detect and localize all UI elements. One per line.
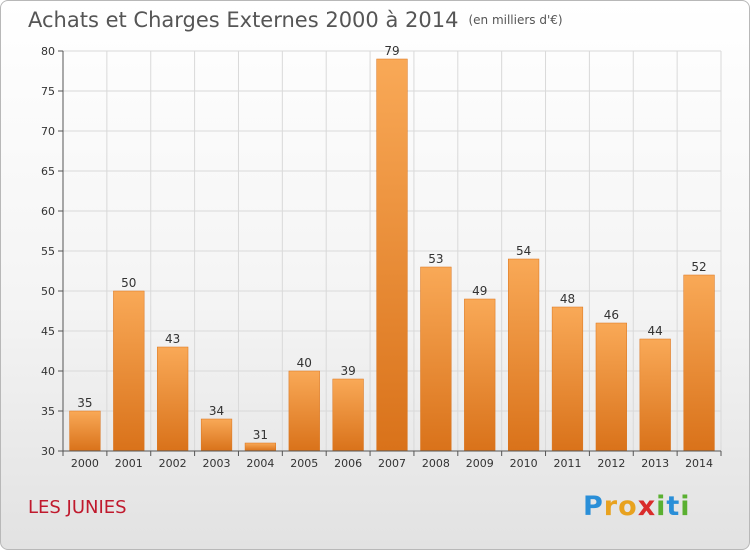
y-tick-label: 60 [41, 205, 55, 218]
x-tick-label: 2007 [378, 457, 406, 470]
logo-letter: o [618, 491, 638, 522]
bar [332, 378, 364, 452]
x-tick-label: 2003 [203, 457, 231, 470]
data-label: 54 [516, 244, 531, 258]
y-tick-label: 40 [41, 365, 55, 378]
logo-letter: P [583, 491, 604, 522]
bar [200, 418, 233, 452]
bars: 35 50 43 34 31 40 39 79 53 49 54 48 46 44 52 [69, 44, 715, 452]
data-label: 44 [648, 324, 663, 338]
y-tick-label: 70 [41, 125, 55, 138]
chart-unit: (en milliers d'€) [468, 13, 563, 27]
data-label: 39 [340, 364, 355, 378]
place-name: LES JUNIES [28, 497, 127, 518]
y-tick-label: 55 [41, 245, 55, 258]
chart-title: Achats et Charges Externes 2000 à 2014 (e… [28, 8, 563, 32]
bar [244, 442, 277, 452]
bar [420, 266, 452, 452]
data-label: 53 [428, 252, 443, 266]
data-label: 50 [121, 276, 136, 290]
data-label: 43 [165, 332, 180, 346]
x-tick-label: 2000 [71, 457, 99, 470]
logo-letter: x [637, 491, 657, 522]
y-tick-label: 65 [41, 165, 55, 178]
y-tick-label: 30 [41, 445, 55, 458]
y-tick-label: 80 [41, 45, 55, 58]
data-label: 40 [297, 356, 312, 370]
bar [683, 274, 715, 452]
y-tick-label: 45 [41, 325, 55, 338]
x-tick-label: 2011 [553, 457, 581, 470]
logo-letter: i [656, 491, 667, 522]
data-label: 79 [384, 44, 399, 58]
logo-letter: r [603, 491, 619, 522]
x-tick-label: 2009 [466, 457, 494, 470]
data-label: 49 [472, 284, 487, 298]
bar [288, 370, 320, 452]
bar [595, 322, 627, 452]
bar [551, 306, 584, 452]
x-tick-label: 2013 [641, 457, 669, 470]
x-tick-label: 2002 [159, 457, 187, 470]
bar [376, 58, 408, 452]
x-tick-label: 2014 [685, 457, 713, 470]
data-label: 31 [253, 428, 268, 442]
data-label: 35 [77, 396, 92, 410]
bar [113, 290, 145, 452]
x-tick-label: 2001 [115, 457, 143, 470]
bar [464, 298, 496, 452]
x-tick-label: 2010 [510, 457, 538, 470]
x-tick-label: 2005 [290, 457, 318, 470]
y-tick-label: 35 [41, 405, 55, 418]
bar [639, 338, 671, 452]
y-tick-label: 50 [41, 285, 55, 298]
x-tick-label: 2012 [597, 457, 625, 470]
bar [507, 258, 540, 452]
bar [69, 410, 101, 452]
y-tick-label: 75 [41, 85, 55, 98]
logo-letter: i [680, 491, 691, 522]
data-label: 52 [691, 260, 706, 274]
axes: 30 35 40 45 50 55 60 65 70 75 80 2000 2001 2002 2003 20… [41, 45, 722, 470]
bar [157, 346, 189, 452]
proxiti-logo: Proxiti [583, 491, 691, 522]
logo-letter: t [666, 491, 681, 522]
data-label: 48 [560, 292, 575, 306]
chart-title-text: Achats et Charges Externes 2000 à 2014 [28, 8, 459, 32]
data-label: 46 [604, 308, 619, 322]
x-tick-label: 2008 [422, 457, 450, 470]
data-label: 34 [209, 404, 224, 418]
x-tick-label: 2006 [334, 457, 362, 470]
x-tick-label: 2004 [246, 457, 274, 470]
